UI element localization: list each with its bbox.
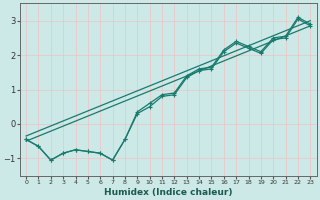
- X-axis label: Humidex (Indice chaleur): Humidex (Indice chaleur): [104, 188, 232, 197]
